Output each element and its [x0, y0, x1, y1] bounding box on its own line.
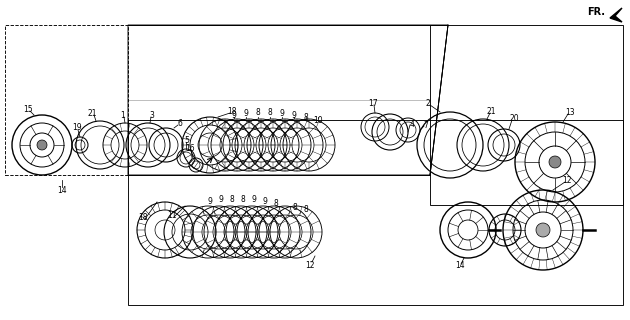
Text: FR.: FR. [587, 7, 605, 17]
Text: 14: 14 [57, 186, 67, 195]
Text: 15: 15 [23, 105, 33, 114]
Text: 16: 16 [185, 143, 195, 153]
Text: 9: 9 [251, 196, 256, 204]
Text: 8: 8 [292, 203, 297, 212]
Text: 9: 9 [207, 197, 212, 206]
Text: 12: 12 [306, 260, 315, 269]
Text: 17: 17 [368, 99, 378, 108]
Text: 8: 8 [241, 195, 245, 204]
Text: 8: 8 [304, 205, 308, 214]
Text: 8: 8 [304, 113, 308, 122]
Text: 5: 5 [185, 135, 190, 145]
Text: 14: 14 [455, 261, 465, 270]
Text: 8: 8 [229, 195, 234, 204]
Text: 9: 9 [219, 196, 224, 204]
Text: 9: 9 [263, 197, 268, 206]
Text: 10: 10 [313, 116, 323, 124]
Text: 2: 2 [426, 99, 430, 108]
Text: 18: 18 [138, 213, 148, 222]
Circle shape [37, 140, 47, 150]
Circle shape [549, 156, 561, 168]
Text: 8: 8 [273, 199, 278, 209]
Text: 11: 11 [167, 212, 177, 220]
Text: 9: 9 [244, 108, 248, 117]
Text: 21: 21 [87, 108, 97, 117]
Text: 9: 9 [232, 110, 236, 119]
Text: 4: 4 [410, 119, 415, 129]
Text: 13: 13 [565, 108, 575, 116]
Text: 9: 9 [280, 108, 284, 117]
Text: 19: 19 [72, 123, 82, 132]
Text: 7: 7 [423, 121, 428, 130]
Text: 20: 20 [509, 114, 519, 123]
Text: 12: 12 [562, 175, 572, 185]
Text: 8: 8 [268, 108, 272, 116]
Text: 18: 18 [227, 107, 237, 116]
Text: 3: 3 [149, 110, 154, 119]
Text: 9: 9 [292, 110, 297, 119]
Text: 8: 8 [256, 108, 260, 116]
Circle shape [536, 223, 550, 237]
Text: 1: 1 [120, 110, 125, 119]
Text: 21: 21 [486, 107, 496, 116]
Text: 6: 6 [178, 118, 183, 127]
Polygon shape [610, 8, 622, 22]
